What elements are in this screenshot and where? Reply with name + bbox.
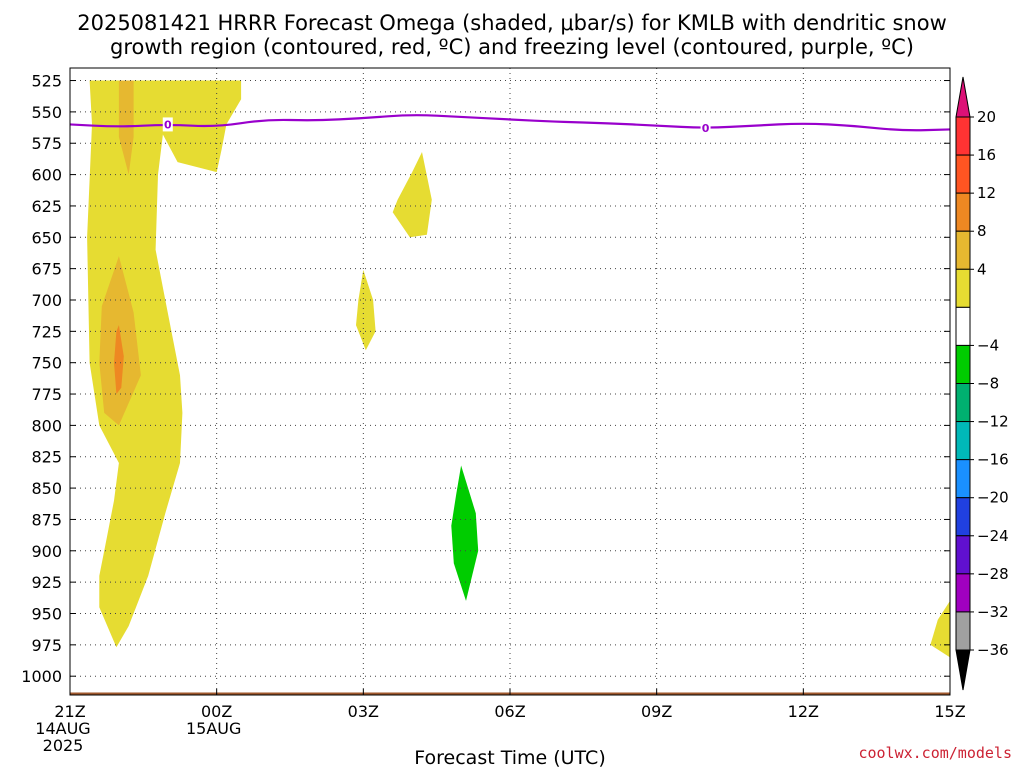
x-tick-label-3-0: 06Z <box>494 702 525 721</box>
y-tick-label-3: 600 <box>31 166 62 185</box>
y-tick-label-14: 875 <box>31 510 62 529</box>
colorbar-cell-2 <box>955 192 971 232</box>
colorbar-top-arrow <box>955 76 971 118</box>
colorbar-cell-5 <box>955 306 971 346</box>
colorbar-label-13: −36 <box>977 641 1009 659</box>
colorbar-cell-9 <box>955 459 971 499</box>
freezing-level-line <box>70 114 950 132</box>
colorbar-cell-4 <box>955 268 971 308</box>
colorbar-label-12: −32 <box>977 603 1009 621</box>
colorbar-cell-12 <box>955 573 971 613</box>
omega-region-3 <box>930 600 950 658</box>
y-tick-label-10: 775 <box>31 385 62 404</box>
y-axis: 525 550 575 600 625 650 675 700 725 750 775 800 825 8… <box>21 72 950 686</box>
grid <box>70 68 950 695</box>
x-tick-label-0-2: 2025 <box>43 736 84 755</box>
colorbar-cell-1 <box>955 154 971 194</box>
y-tick-label-1: 550 <box>31 103 62 122</box>
y-tick-label-9: 750 <box>31 354 62 373</box>
x-tick-label-1-0: 00Z <box>201 702 232 721</box>
colorbar-cell-8 <box>955 421 971 461</box>
colorbar-cell-7 <box>955 383 971 423</box>
y-tick-label-4: 625 <box>31 197 62 216</box>
omega-region-2 <box>356 269 376 351</box>
freezing-level-label-1: 0 <box>702 122 710 135</box>
y-tick-label-12: 825 <box>31 448 62 467</box>
colorbar-cell-11 <box>955 535 971 575</box>
x-tick-label-0-0: 21Z <box>54 702 85 721</box>
x-axis-title: Forecast Time (UTC) <box>414 747 605 768</box>
colorbar-cell-3 <box>955 230 971 270</box>
x-tick-label-0-1: 14AUG <box>35 719 90 738</box>
omega-region-1 <box>392 152 432 238</box>
freezing-label-bg-1 <box>700 121 711 136</box>
x-tick-label-5-0: 12Z <box>788 702 819 721</box>
colorbar-cell-10 <box>955 497 971 537</box>
colorbar-bottom-arrow <box>955 649 971 691</box>
y-tick-label-8: 725 <box>31 322 62 341</box>
y-tick-label-7: 700 <box>31 291 62 310</box>
x-tick-label-4-0: 09Z <box>641 702 672 721</box>
y-tick-label-0: 525 <box>31 72 62 91</box>
x-tick-label-2-0: 03Z <box>348 702 379 721</box>
y-tick-label-15: 900 <box>31 542 62 561</box>
colorbar-label-6: −8 <box>977 375 999 393</box>
colorbar: 20 16 12 8 4 −4 −8 −12 −16 −20 −24 −28 −32 −36 <box>955 76 1009 691</box>
freezing-level-label-0: 0 <box>164 118 172 131</box>
colorbar-label-1: 16 <box>977 146 996 164</box>
colorbar-cell-13 <box>955 611 971 651</box>
chart-title-line-1: 2025081421 HRRR Forecast Omega (shaded, … <box>77 11 947 35</box>
colorbar-label-7: −12 <box>977 413 1009 431</box>
chart-title-line-2: growth region (contoured, red, ºC) and f… <box>110 35 914 59</box>
y-tick-label-2: 575 <box>31 134 62 153</box>
colorbar-label-10: −24 <box>977 527 1009 545</box>
y-tick-label-19: 1000 <box>21 667 62 686</box>
x-tick-label-6-0: 15Z <box>934 702 965 721</box>
y-tick-label-17: 950 <box>31 604 62 623</box>
y-tick-label-11: 800 <box>31 416 62 435</box>
colorbar-label-9: −20 <box>977 489 1009 507</box>
colorbar-label-11: −28 <box>977 565 1009 583</box>
colorbar-label-4: 4 <box>977 260 987 278</box>
y-tick-label-16: 925 <box>31 573 62 592</box>
freezing-label-bg-0 <box>162 117 173 132</box>
colorbar-cell-0 <box>955 116 971 156</box>
y-tick-label-6: 675 <box>31 260 62 279</box>
x-tick-label-1-1: 15AUG <box>186 719 241 738</box>
colorbar-label-8: −16 <box>977 451 1009 469</box>
omega-region-0 <box>87 80 242 648</box>
omega-region-4 <box>118 80 134 175</box>
omega-region-6 <box>114 325 124 394</box>
credit-text: coolwx.com/models <box>858 744 1012 762</box>
y-tick-label-13: 850 <box>31 479 62 498</box>
omega-region-7 <box>451 465 479 601</box>
colorbar-label-5: −4 <box>977 336 999 354</box>
colorbar-cell-6 <box>955 344 971 384</box>
colorbar-label-2: 12 <box>977 184 996 202</box>
colorbar-label-3: 8 <box>977 222 987 240</box>
y-tick-label-18: 975 <box>31 636 62 655</box>
y-tick-label-5: 650 <box>31 228 62 247</box>
colorbar-label-0: 20 <box>977 108 996 126</box>
